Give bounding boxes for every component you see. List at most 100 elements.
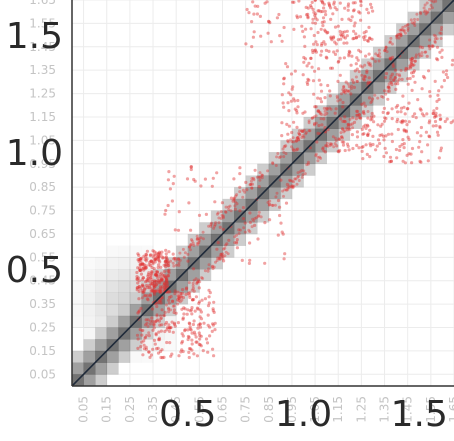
scatter-point <box>144 323 148 327</box>
scatter-point <box>171 182 175 186</box>
scatter-point <box>181 291 185 295</box>
heatmap-cell <box>430 0 443 12</box>
scatter-point <box>420 87 424 91</box>
heatmap-cell <box>187 280 200 293</box>
scatter-point <box>256 237 260 241</box>
scatter-point <box>306 6 310 10</box>
heatmap-cell <box>234 187 246 200</box>
scatter-point <box>300 175 304 179</box>
scatter-point <box>404 129 408 133</box>
scatter-point <box>328 144 332 147</box>
scatter-point <box>280 39 284 43</box>
scatter-point <box>218 225 222 229</box>
scatter-point <box>152 290 156 294</box>
scatter-point <box>320 49 324 53</box>
scatter-point <box>396 79 400 83</box>
scatter-point <box>398 144 402 149</box>
scatter-point <box>163 329 167 334</box>
heatmap-cell <box>153 280 165 293</box>
scatter-point <box>218 254 222 258</box>
scatter-point <box>351 1 355 5</box>
scatter-point <box>146 273 150 277</box>
scatter-point <box>159 265 163 269</box>
scatter-point <box>295 16 300 20</box>
scatter-point <box>314 105 318 109</box>
scatter-point <box>213 328 217 332</box>
scatter-point <box>164 252 168 256</box>
scatter-point <box>420 112 424 116</box>
scatter-point <box>374 52 378 56</box>
scatter-point <box>361 157 365 161</box>
scatter-point <box>192 289 196 293</box>
scatter-point <box>252 12 256 16</box>
scatter-point <box>418 107 422 111</box>
scatter-point <box>413 20 417 24</box>
scatter-point <box>368 36 372 40</box>
scatter-point <box>395 34 399 38</box>
scatter-point <box>190 306 194 310</box>
scatter-point <box>339 131 343 135</box>
scatter-point <box>290 179 294 183</box>
scatter-point <box>320 123 324 127</box>
scatter-point <box>295 182 299 186</box>
scatter-point <box>135 270 139 275</box>
scatter-point <box>343 36 347 40</box>
scatter-point <box>267 20 271 24</box>
scatter-point <box>395 120 399 124</box>
heatmap-cell <box>129 339 142 352</box>
scatter-point <box>293 107 297 111</box>
scatter-point <box>392 79 396 82</box>
scatter-point <box>402 129 406 133</box>
scatter-point <box>291 186 295 190</box>
scatter-point <box>417 52 421 56</box>
scatter-point <box>323 29 328 33</box>
scatter-point <box>166 274 170 278</box>
scatter-point <box>391 64 395 68</box>
scatter-point <box>196 307 200 311</box>
scatter-point <box>387 89 391 93</box>
scatter-point <box>146 325 150 328</box>
scatter-point <box>423 76 427 80</box>
scatter-point <box>421 74 426 79</box>
scatter-point <box>197 331 201 335</box>
scatter-point <box>182 255 186 259</box>
scatter-point <box>189 243 193 247</box>
scatter-point <box>207 295 211 299</box>
scatter-point <box>425 1 429 5</box>
scatter-point <box>149 273 153 277</box>
scatter-point <box>181 317 185 321</box>
scatter-point <box>412 69 416 73</box>
scatter-point <box>189 243 193 247</box>
scatter-point <box>400 143 404 147</box>
scatter-point <box>160 296 164 300</box>
scatter-point <box>434 124 438 128</box>
heatmap-cell <box>291 140 304 153</box>
scatter-point <box>343 6 347 10</box>
scatter-point <box>211 322 215 326</box>
scatter-point <box>367 96 372 100</box>
heatmap-cell <box>419 35 432 48</box>
scatter-point <box>155 255 159 259</box>
scatter-point <box>282 77 286 81</box>
scatter-point <box>143 257 147 262</box>
scatter-point <box>310 0 314 4</box>
scatter-point <box>329 36 333 40</box>
scatter-point <box>153 260 157 264</box>
scatter-point <box>255 12 259 16</box>
scatter-point <box>384 71 389 76</box>
scatter-point <box>388 155 393 159</box>
scatter-point <box>179 292 183 296</box>
heatmap-cell <box>326 128 339 141</box>
scatter-point <box>206 323 210 327</box>
scatter-point <box>352 8 356 12</box>
scatter-point <box>245 7 249 12</box>
scatter-point <box>284 188 288 192</box>
scatter-point <box>307 61 311 65</box>
scatter-point <box>184 292 188 296</box>
scatter-point <box>280 121 284 125</box>
scatter-point <box>276 233 280 237</box>
scatter-point <box>320 9 325 14</box>
scatter-point <box>319 83 323 87</box>
scatter-point <box>157 290 161 294</box>
scatter-point <box>164 259 168 264</box>
